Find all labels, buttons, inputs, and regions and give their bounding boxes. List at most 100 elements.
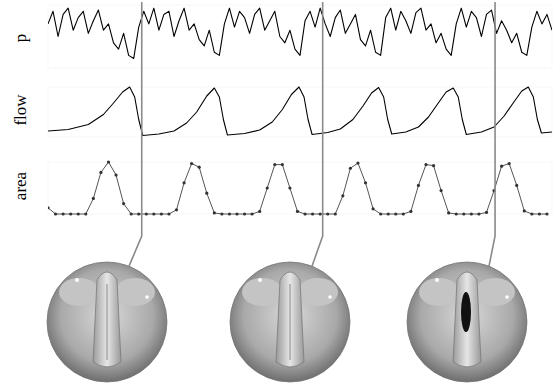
snapshot-line — [129, 2, 142, 266]
point — [515, 184, 518, 187]
point — [273, 163, 276, 166]
point — [84, 212, 87, 215]
point — [266, 186, 269, 189]
point — [349, 167, 352, 170]
tissue — [419, 278, 459, 306]
point — [500, 165, 503, 168]
point — [530, 212, 533, 215]
point — [538, 212, 541, 215]
point — [424, 163, 427, 166]
point — [281, 163, 284, 166]
point — [341, 194, 344, 197]
point — [371, 207, 374, 210]
point — [251, 212, 254, 215]
vocal-folds — [276, 272, 304, 367]
plot-area — [48, 160, 549, 215]
figure: p flow area — [0, 0, 554, 383]
image-disc — [230, 262, 350, 382]
point — [228, 212, 231, 215]
point — [48, 206, 50, 209]
highlight — [258, 278, 262, 282]
point — [92, 197, 95, 200]
point — [69, 212, 72, 215]
point — [160, 212, 163, 215]
point — [77, 212, 80, 215]
axis-label: flow — [11, 94, 30, 126]
point — [545, 212, 548, 215]
line — [48, 87, 552, 136]
tissue — [475, 278, 515, 306]
point — [122, 202, 125, 205]
highlight — [435, 278, 439, 282]
point — [114, 173, 117, 176]
endoscopy-image — [47, 262, 167, 382]
point — [523, 209, 526, 212]
tissue — [298, 278, 338, 306]
point — [462, 212, 465, 215]
plot-frame — [48, 87, 552, 137]
point — [311, 212, 314, 215]
point — [220, 212, 223, 215]
point — [145, 212, 148, 215]
point — [485, 211, 488, 214]
highlight — [328, 295, 332, 299]
glottis — [107, 284, 108, 360]
point — [137, 212, 140, 215]
point — [440, 189, 443, 192]
point — [167, 212, 170, 215]
point — [296, 210, 299, 213]
point — [107, 160, 110, 163]
point — [205, 192, 208, 195]
point — [455, 212, 458, 215]
tissue — [115, 278, 155, 306]
highlight — [75, 278, 79, 282]
line — [48, 162, 547, 214]
tissue — [242, 278, 282, 306]
point — [62, 212, 65, 215]
point — [319, 212, 322, 215]
point — [326, 212, 329, 215]
point — [447, 211, 450, 214]
glottis — [461, 292, 471, 332]
endoscopy-image — [230, 262, 350, 382]
snapshot-line — [489, 2, 495, 266]
plot-area — [48, 8, 552, 58]
point — [356, 161, 359, 164]
point — [364, 181, 367, 184]
tissue — [59, 278, 99, 306]
point — [394, 212, 397, 215]
point — [235, 212, 238, 215]
point — [288, 186, 291, 189]
image-disc — [407, 262, 527, 382]
point — [432, 164, 435, 167]
point — [54, 212, 57, 215]
point — [409, 210, 412, 213]
snapshot-line — [312, 2, 323, 266]
point — [198, 166, 201, 169]
point — [190, 162, 193, 165]
vocal-folds — [453, 272, 481, 367]
point — [258, 210, 261, 213]
point — [182, 181, 185, 184]
point — [99, 171, 102, 174]
point — [213, 211, 216, 214]
glottis — [290, 284, 291, 360]
plot-frame — [48, 5, 552, 68]
point — [508, 162, 511, 165]
highlight — [505, 295, 509, 299]
point — [243, 212, 246, 215]
point — [334, 212, 337, 215]
point — [477, 212, 480, 215]
point — [379, 212, 382, 215]
point — [417, 184, 420, 187]
endoscopy-image — [407, 262, 527, 382]
point — [387, 212, 390, 215]
image-disc — [47, 262, 167, 382]
vocal-folds — [93, 272, 121, 367]
point — [470, 212, 473, 215]
highlight — [145, 295, 149, 299]
line — [48, 8, 552, 58]
axis-label: area — [11, 171, 30, 200]
axis-label: p — [11, 34, 30, 43]
point — [175, 208, 178, 211]
